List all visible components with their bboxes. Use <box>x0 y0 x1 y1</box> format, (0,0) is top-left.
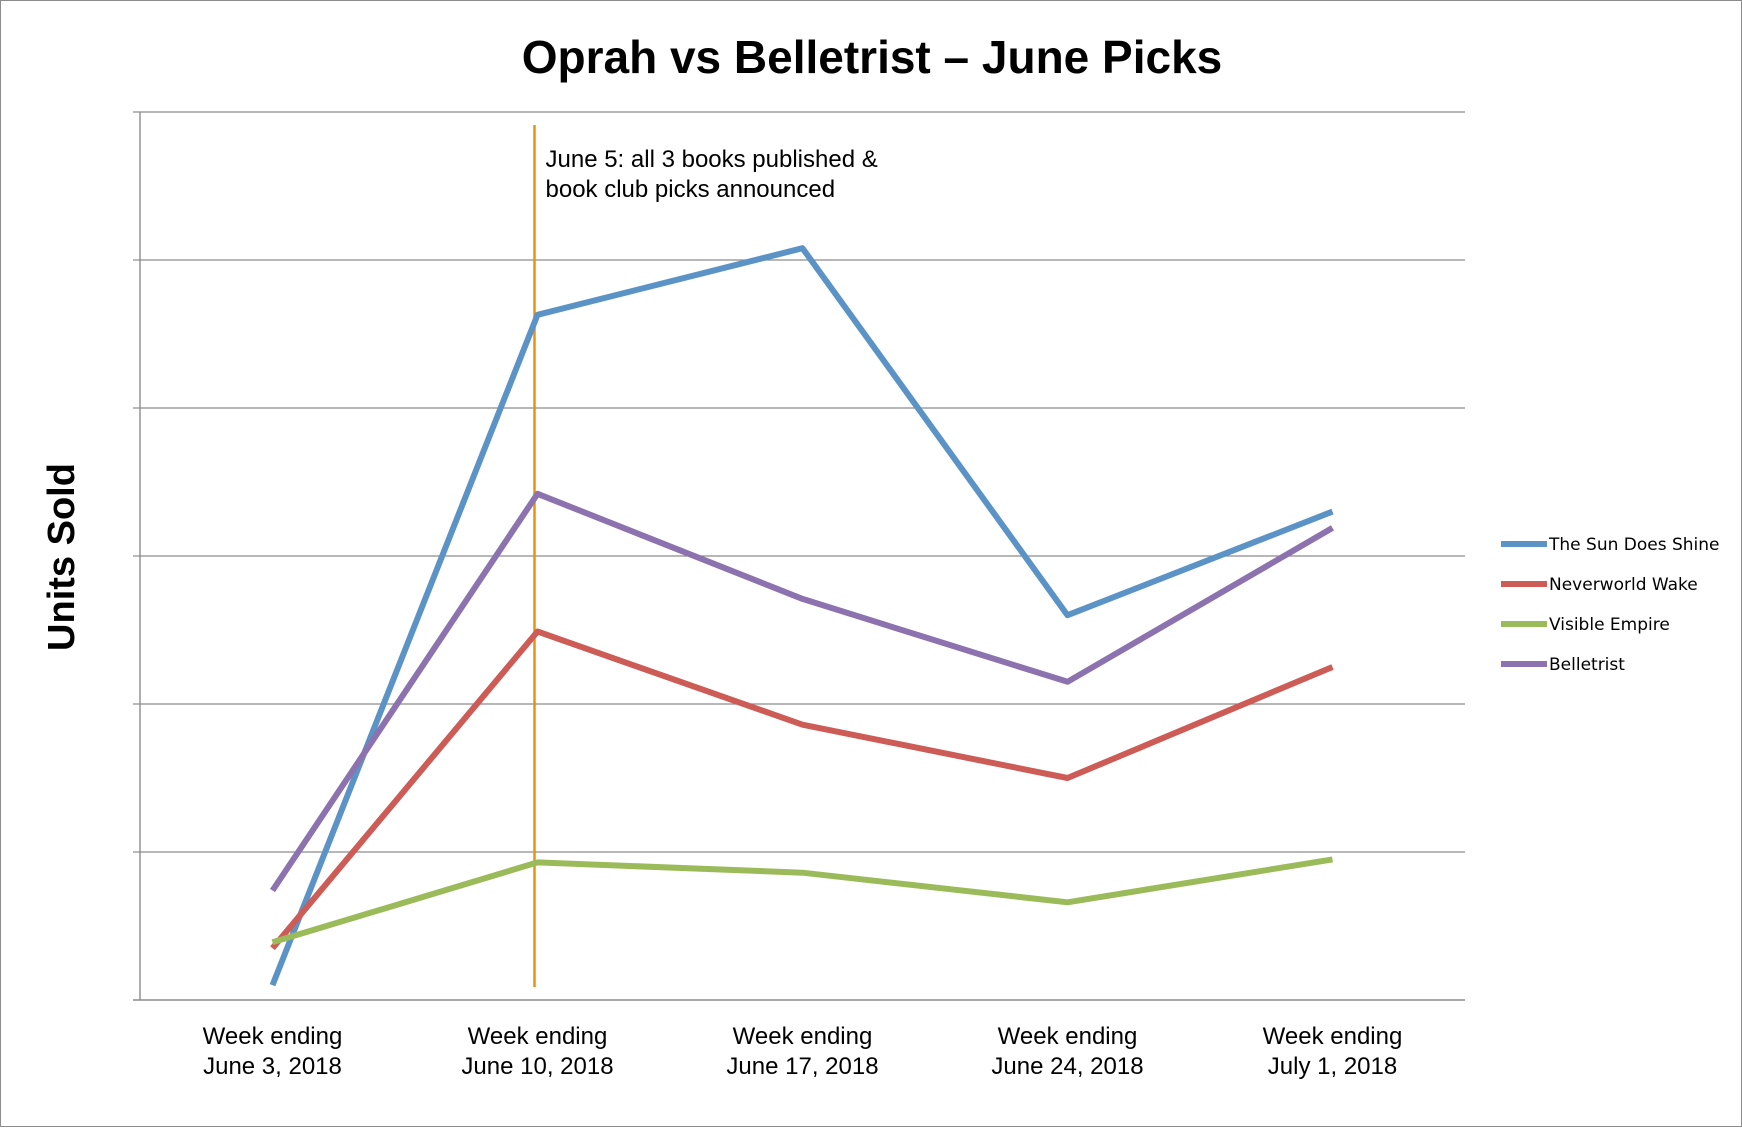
x-tick-label: Week ending June 3, 2018 <box>203 1023 343 1080</box>
series-line-neverworld-wake <box>270 628 1334 951</box>
chart-title: Oprah vs Belletrist – June Picks <box>522 31 1223 83</box>
axes <box>133 112 1465 1001</box>
legend: The Sun Does Shine Neverworld Wake Visible… <box>1501 535 1720 675</box>
x-tick-label-line-2: June 17, 2018 <box>726 1053 878 1080</box>
legend-label-the-sun-does-shine: The Sun Does Shine <box>1548 535 1720 555</box>
x-tick-label-line-2: July 1, 2018 <box>1268 1053 1397 1080</box>
x-tick-label-line-1: Week ending <box>468 1023 608 1050</box>
series-line-belletrist <box>270 490 1335 893</box>
x-tick-label-line-1: Week ending <box>203 1023 343 1050</box>
gridlines <box>133 111 1465 853</box>
x-tick-label-line-2: June 10, 2018 <box>461 1053 613 1080</box>
x-tick-label-line-1: Week ending <box>1263 1023 1403 1050</box>
x-tick-label-line-2: June 3, 2018 <box>203 1053 342 1080</box>
y-axis-title: Units Sold <box>41 463 83 651</box>
series-lines <box>269 245 1335 987</box>
annotation-text-line-2: book club picks announced <box>546 176 836 203</box>
x-tick-label: Week ending June 24, 2018 <box>991 1023 1143 1080</box>
x-tick-label: Week ending July 1, 2018 <box>1263 1023 1403 1080</box>
legend-label-visible-empire: Visible Empire <box>1549 615 1670 635</box>
legend-label-belletrist: Belletrist <box>1549 655 1625 675</box>
x-tick-labels: Week ending June 3, 2018 Week ending June 1… <box>203 1023 1403 1080</box>
x-tick-label-line-1: Week ending <box>733 1023 873 1050</box>
annotation-text-line-1: June 5: all 3 books published & <box>546 146 878 173</box>
series-line-the-sun-does-shine <box>269 245 1334 987</box>
x-tick-label-line-1: Week ending <box>998 1023 1138 1050</box>
x-tick-label: Week ending June 10, 2018 <box>461 1023 613 1080</box>
x-tick-label-line-2: June 24, 2018 <box>991 1053 1143 1080</box>
annotation-group: June 5: all 3 books published & book clu… <box>533 125 878 987</box>
legend-label-neverworld-wake: Neverworld Wake <box>1549 575 1698 595</box>
x-tick-label: Week ending June 17, 2018 <box>726 1023 878 1080</box>
series-line-visible-empire <box>271 856 1333 946</box>
